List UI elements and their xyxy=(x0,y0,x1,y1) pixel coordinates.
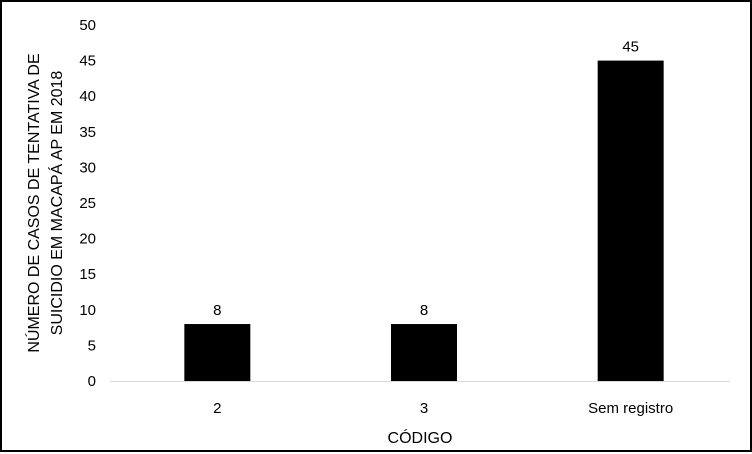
y-axis-tick-labels: 0 5 10 15 20 25 30 35 40 45 50 xyxy=(79,17,96,390)
bar xyxy=(184,324,251,381)
y-tick-label: 0 xyxy=(88,373,96,390)
y-tick-label: 50 xyxy=(79,17,96,34)
y-tick-label: 30 xyxy=(79,159,96,176)
x-axis-title: CÓDIGO xyxy=(388,428,453,447)
y-tick-label: 25 xyxy=(79,195,96,212)
x-axis-tick-labels: 2 3 Sem registro xyxy=(213,400,673,417)
bar-value-label: 8 xyxy=(213,302,221,319)
y-tick-label: 15 xyxy=(79,266,96,283)
bar-value-label: 8 xyxy=(420,302,428,319)
bar-value-label: 45 xyxy=(622,39,639,56)
y-tick-label: 5 xyxy=(88,337,96,354)
bar xyxy=(597,60,664,381)
bars xyxy=(184,60,664,381)
y-tick-label: 10 xyxy=(79,302,96,319)
x-tick-label: 2 xyxy=(213,400,221,417)
y-axis-title-line-1: NÚMERO DE CASOS DE TENTATIVA DE xyxy=(24,53,43,352)
y-tick-label: 40 xyxy=(79,88,96,105)
y-axis-title-line-2: SUICIDIO EM MACAPÁ AP EM 2018 xyxy=(47,71,66,336)
y-axis-title: NÚMERO DE CASOS DE TENTATIVA DE SUICIDIO… xyxy=(24,53,66,352)
y-tick-label: 45 xyxy=(79,53,96,70)
x-tick-label: 3 xyxy=(420,400,428,417)
y-tick-label: 20 xyxy=(79,231,96,248)
data-labels: 8 8 45 xyxy=(213,39,639,319)
bar xyxy=(391,324,457,381)
y-tick-label: 35 xyxy=(79,124,96,141)
x-tick-label: Sem registro xyxy=(588,400,673,417)
